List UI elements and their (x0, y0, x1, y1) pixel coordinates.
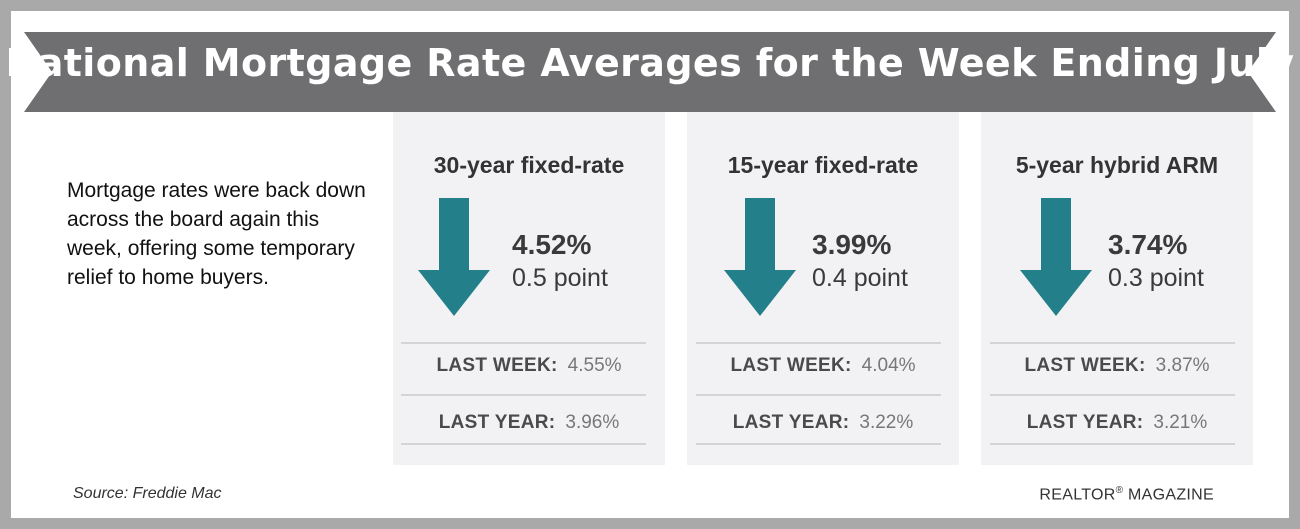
last-year-30-year: LAST YEAR: 3.96% (393, 408, 665, 438)
divider (696, 443, 941, 445)
divider (990, 394, 1235, 396)
last-year-value: 3.21% (1153, 412, 1208, 433)
last-week-label: LAST WEEK: (1024, 355, 1146, 376)
rate-panel-15-year (687, 112, 959, 465)
page-title: National Mortgage Rate Averages for the … (5, 41, 1295, 211)
divider (990, 342, 1235, 344)
down-arrow-icon (1020, 198, 1092, 316)
last-week-value: 4.04% (861, 355, 916, 376)
divider (990, 443, 1235, 445)
title-banner (24, 32, 1276, 112)
intro-text: Mortgage rates were back down across the… (67, 179, 366, 289)
last-week-5-year-arm: LAST WEEK: 3.87% (981, 351, 1253, 381)
rate-panel-5-year-arm (981, 112, 1253, 465)
rate-value-15-year: 3.99% (812, 229, 892, 260)
source-note: Source: Freddie Mac (73, 485, 222, 502)
last-year-label: LAST YEAR: (438, 412, 556, 433)
last-week-value: 3.87% (1155, 355, 1210, 376)
down-arrow-icon (418, 198, 490, 316)
rate-change-5-year-arm: 0.3 point (1108, 264, 1204, 292)
panel-title-30-year: 30-year fixed-rate (433, 152, 625, 178)
panel-title-15-year: 15-year fixed-rate (727, 152, 919, 178)
rate-change-15-year: 0.4 point (812, 264, 908, 292)
rate-change-30-year: 0.5 point (512, 264, 608, 292)
last-year-value: 3.96% (565, 412, 620, 433)
brand-logo-text: REALTOR® MAGAZINE (1039, 485, 1214, 504)
rate-value-5-year-arm: 3.74% (1108, 229, 1188, 260)
divider (401, 394, 646, 396)
last-week-label: LAST WEEK: (436, 355, 558, 376)
last-week-value: 4.55% (567, 355, 622, 376)
last-year-15-year: LAST YEAR: 3.22% (687, 408, 959, 438)
last-year-label: LAST YEAR: (732, 412, 850, 433)
last-week-30-year: LAST WEEK: 4.55% (393, 351, 665, 381)
banner-ribbon (24, 32, 1276, 112)
last-week-label: LAST WEEK: (730, 355, 852, 376)
down-arrow-icon (724, 198, 796, 316)
divider (696, 342, 941, 344)
divider (696, 394, 941, 396)
last-year-value: 3.22% (859, 412, 914, 433)
last-week-15-year: LAST WEEK: 4.04% (687, 351, 959, 381)
divider (401, 342, 646, 344)
last-year-5-year-arm: LAST YEAR: 3.21% (981, 408, 1253, 438)
divider (401, 443, 646, 445)
panel-title-5-year-arm: 5-year hybrid ARM (1015, 152, 1219, 178)
registered-mark: ® (1115, 485, 1124, 496)
last-year-label: LAST YEAR: (1026, 412, 1144, 433)
brand-suffix: MAGAZINE (1123, 486, 1214, 504)
brand-name: REALTOR (1039, 486, 1116, 504)
rate-value-30-year: 4.52% (512, 229, 592, 260)
